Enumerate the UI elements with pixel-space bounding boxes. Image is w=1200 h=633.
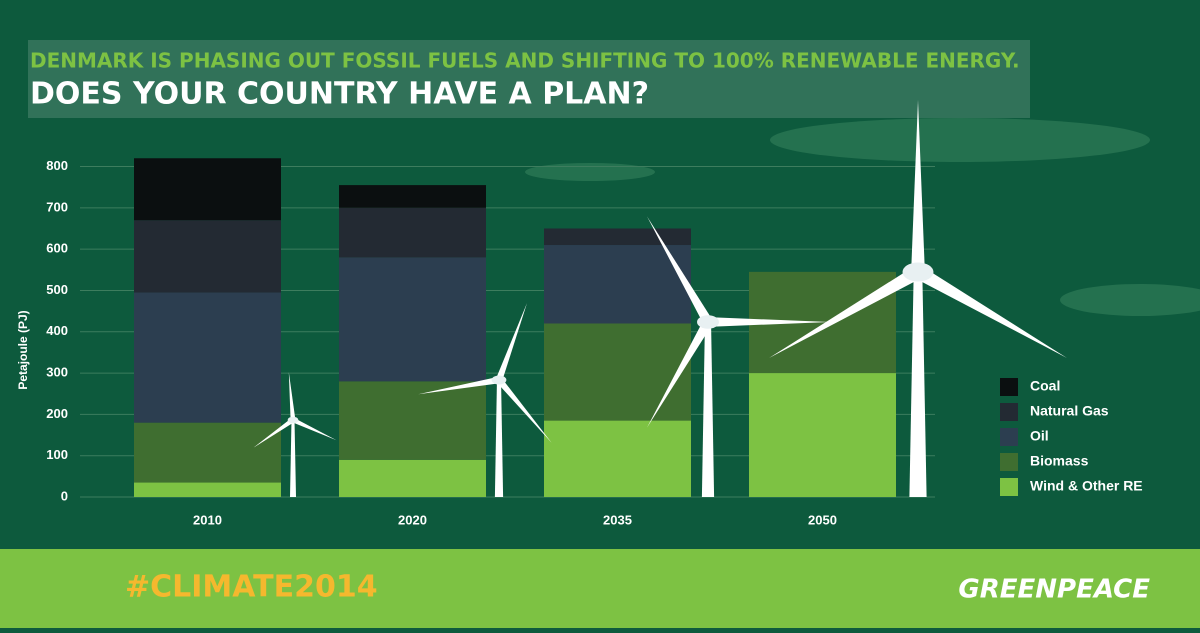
y-tick-label: 700 [46,199,68,214]
x-tick-label: 2020 [398,512,427,527]
y-tick-label: 500 [46,282,68,297]
subtitle: DOES YOUR COUNTRY HAVE A PLAN? [30,77,649,112]
hashtag: #CLIMATE2014 [125,570,378,605]
legend-label: Wind & Other RE [1030,478,1143,494]
x-tick-label: 2010 [193,512,222,527]
legend-swatch [1000,478,1018,496]
turbine-blade [418,376,500,395]
title-banner [28,40,1030,118]
turbine-hub [287,416,299,424]
bar-segment [134,292,281,423]
y-tick-label: 800 [46,158,68,173]
legend-label: Coal [1030,378,1060,394]
y-tick-label: 300 [46,365,68,380]
y-tick-label: 100 [46,447,68,462]
x-tick-label: 2050 [808,512,837,527]
turbine-tower [909,272,927,497]
bar-segment [339,257,486,382]
y-axis-label: Petajoule (PJ) [16,310,30,389]
bar-segment [134,220,281,293]
footer-bar [0,549,1200,628]
bar-segment [544,228,691,246]
bar-segment [134,482,281,497]
legend-label: Natural Gas [1030,403,1109,419]
bar-segment [544,245,691,324]
legend-swatch [1000,378,1018,396]
logo: GREENPEACE [958,575,1150,605]
y-tick-label: 0 [61,488,68,503]
turbine-hub [902,262,934,282]
legend-swatch [1000,428,1018,446]
bar-segment [544,323,691,421]
y-tick-label: 200 [46,406,68,421]
turbine-blade [647,216,713,325]
clouds [525,118,1200,316]
bar-segment [339,207,486,258]
plot: 0 100 200 300 400 500 600 700 800 2010 2020 2035 205… [46,158,1142,527]
turbine-tower [290,420,296,497]
bar-segment [134,158,281,221]
legend-label: Biomass [1030,453,1089,469]
legend-swatch [1000,403,1018,421]
turbine-blade [911,100,925,272]
bar-segment [544,420,691,497]
turbine-hub [491,375,507,385]
turbine-blade [495,302,528,382]
title: DENMARK IS PHASING OUT FOSSIL FUELS AND … [30,49,1020,73]
bar-segment [339,381,486,460]
x-tick-label: 2035 [603,512,632,527]
turbine-tower [494,380,504,497]
legend-label: Oil [1030,428,1049,444]
turbine-blade [708,317,830,327]
turbine-blade [914,266,1067,358]
y-tick-label: 600 [46,241,68,256]
bar-segment [134,422,281,483]
turbines [253,100,1067,497]
y-tick-label: 400 [46,323,68,338]
legend-swatch [1000,453,1018,471]
turbine-blade [647,319,713,428]
turbine-blade [496,377,552,443]
turbine-hub [697,315,719,329]
bar-segment [339,185,486,208]
turbine-blade [769,266,922,358]
turbine-blade [291,417,337,441]
bar-segment [749,373,896,497]
turbine-tower [701,322,715,497]
bar-segment [339,459,486,497]
turbine-blade [288,372,296,421]
turbine-blade [253,418,295,448]
